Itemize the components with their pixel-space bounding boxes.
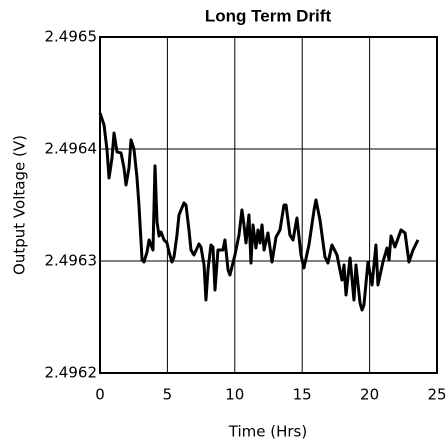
plot-frame <box>99 36 438 374</box>
x-tick-label: 5 <box>163 386 173 404</box>
y-tick-label: 2.4965 <box>45 28 98 46</box>
chart-title: Long Term Drift <box>205 6 332 25</box>
x-tick-label: 25 <box>427 386 446 404</box>
y-tick-label: 2.4964 <box>45 140 98 158</box>
y-axis-label: Output Voltage (V) <box>11 135 29 275</box>
x-axis-label: Time (Hrs) <box>228 423 307 441</box>
x-tick-label: 20 <box>360 386 379 404</box>
x-tick-label: 10 <box>225 386 244 404</box>
x-tick-label: 15 <box>293 386 312 404</box>
data-line <box>98 112 420 312</box>
x-tick-label: 0 <box>95 386 105 404</box>
y-tick-label: 2.4962 <box>45 364 98 382</box>
y-tick-label: 2.4963 <box>45 252 98 270</box>
